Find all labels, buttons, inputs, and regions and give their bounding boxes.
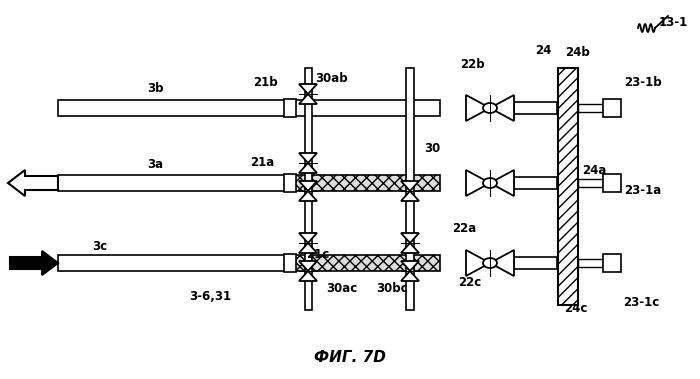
Bar <box>603 174 621 192</box>
Polygon shape <box>299 163 317 173</box>
Bar <box>578 104 603 112</box>
Bar <box>558 68 578 305</box>
Text: 3-6,31: 3-6,31 <box>189 290 231 304</box>
Polygon shape <box>8 170 58 196</box>
Polygon shape <box>401 271 419 281</box>
Polygon shape <box>490 170 514 196</box>
Bar <box>578 179 603 187</box>
Ellipse shape <box>483 103 497 113</box>
Polygon shape <box>299 271 317 281</box>
Polygon shape <box>401 261 419 271</box>
Bar <box>58 255 290 271</box>
Text: 22c: 22c <box>458 276 482 288</box>
Polygon shape <box>299 153 317 163</box>
Text: 22a: 22a <box>452 221 476 235</box>
Bar <box>290 255 440 271</box>
Text: 21b: 21b <box>253 75 277 89</box>
Text: 3c: 3c <box>92 240 108 252</box>
Text: 30ac: 30ac <box>326 282 358 294</box>
Text: 24b: 24b <box>566 45 590 58</box>
Polygon shape <box>466 250 490 276</box>
Bar <box>284 99 296 117</box>
Polygon shape <box>466 170 490 196</box>
Ellipse shape <box>483 258 497 268</box>
Bar <box>603 99 621 117</box>
Bar <box>290 100 440 116</box>
Bar <box>58 175 290 191</box>
Bar <box>514 257 557 269</box>
Text: 13-1: 13-1 <box>659 16 687 28</box>
Polygon shape <box>490 250 514 276</box>
Bar <box>284 254 296 272</box>
Polygon shape <box>401 181 419 191</box>
Polygon shape <box>299 243 317 253</box>
Bar <box>514 102 557 114</box>
Polygon shape <box>299 94 317 104</box>
Polygon shape <box>466 95 490 121</box>
Text: 21c: 21c <box>307 249 330 262</box>
Polygon shape <box>490 95 514 121</box>
Text: 3b: 3b <box>147 81 163 94</box>
Polygon shape <box>401 191 419 201</box>
Bar <box>290 175 440 191</box>
Text: 23-1c: 23-1c <box>623 296 659 309</box>
Bar <box>406 68 414 310</box>
Polygon shape <box>401 243 419 253</box>
Text: 23-1b: 23-1b <box>624 75 661 89</box>
Polygon shape <box>299 233 317 243</box>
Text: 21a: 21a <box>250 155 274 169</box>
Text: 24c: 24c <box>564 302 588 315</box>
Polygon shape <box>299 191 317 201</box>
Text: 30ab: 30ab <box>316 72 349 85</box>
Polygon shape <box>401 233 419 243</box>
Text: 24: 24 <box>535 44 551 56</box>
Bar <box>304 68 312 310</box>
Polygon shape <box>10 251 58 275</box>
Polygon shape <box>299 261 317 271</box>
Text: 22b: 22b <box>460 58 484 72</box>
Text: 23-1a: 23-1a <box>624 183 661 196</box>
Bar <box>58 100 290 116</box>
Text: 30: 30 <box>424 141 440 155</box>
Text: 24a: 24a <box>582 163 606 177</box>
Bar <box>578 259 603 267</box>
Text: 30bc: 30bc <box>376 282 408 294</box>
Bar <box>603 254 621 272</box>
Bar <box>284 174 296 192</box>
Ellipse shape <box>483 178 497 188</box>
Text: ФИГ. 7D: ФИГ. 7D <box>314 351 386 365</box>
Bar <box>514 177 557 189</box>
Text: 3a: 3a <box>147 158 163 172</box>
Polygon shape <box>299 181 317 191</box>
Polygon shape <box>299 84 317 94</box>
